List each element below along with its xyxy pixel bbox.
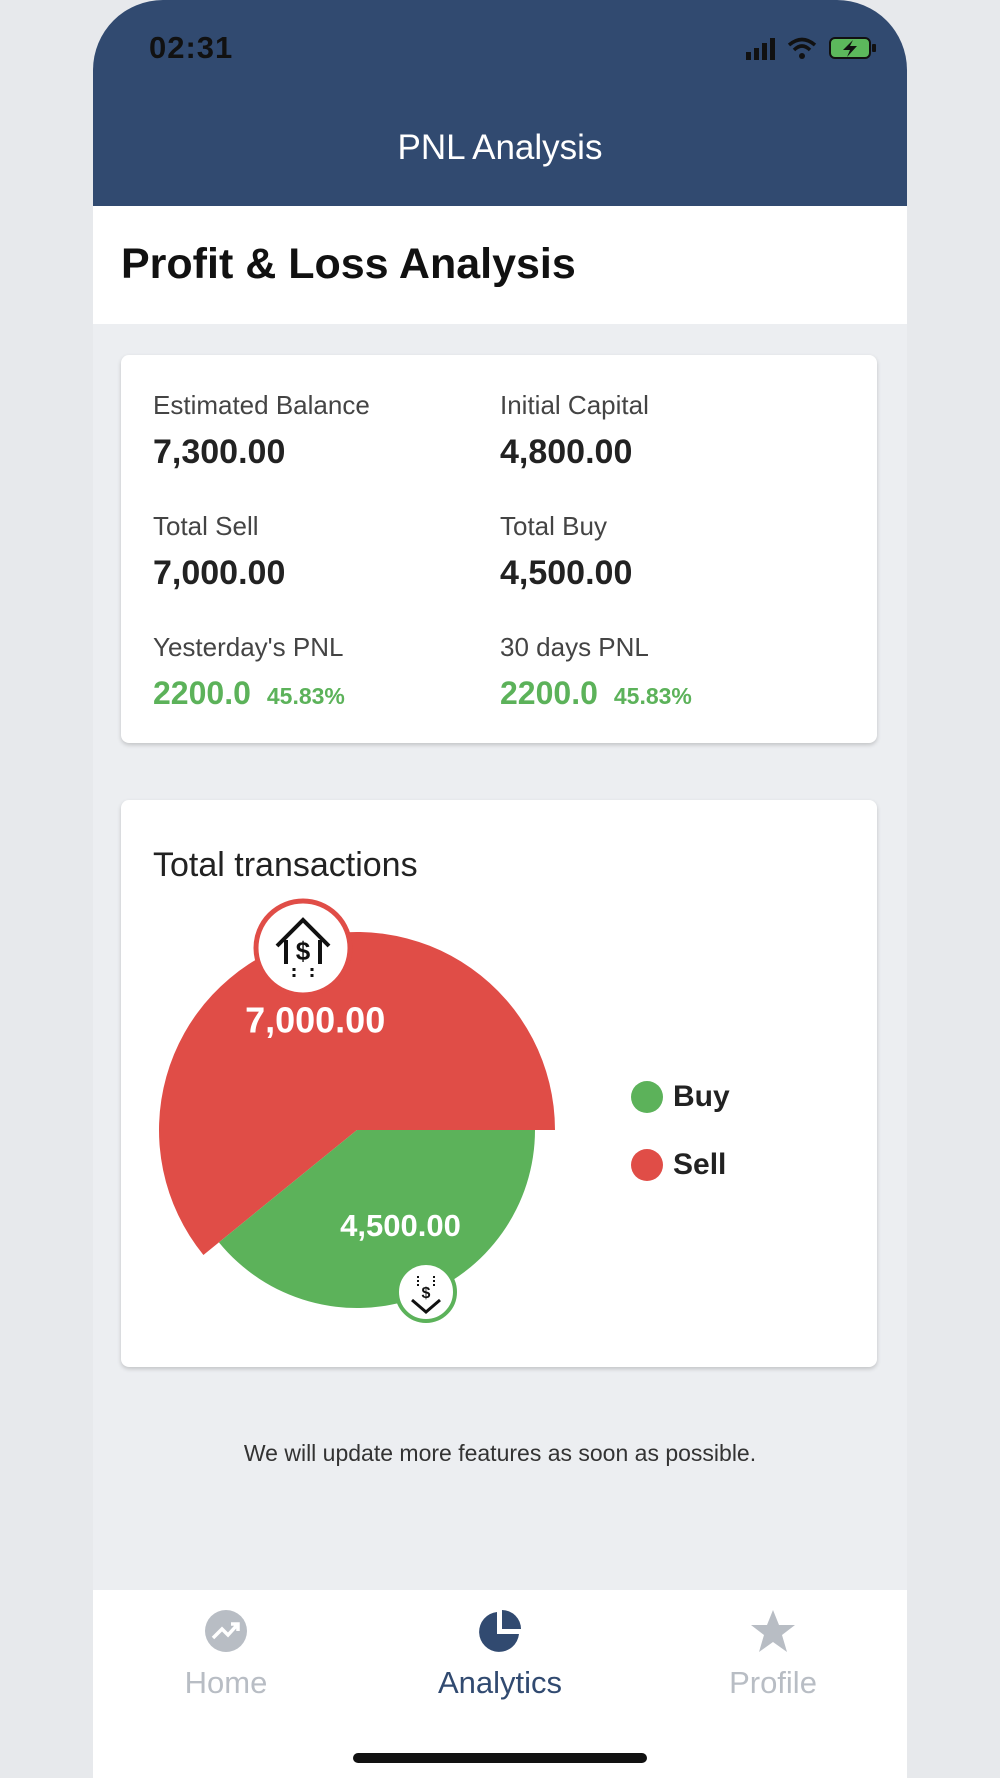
nav-label-home: Home — [184, 1665, 268, 1700]
svg-text:$: $ — [422, 1285, 431, 1302]
thirty-day-pnl-label: 30 days PNL — [500, 632, 649, 662]
money-up-icon: $ — [253, 898, 353, 998]
pie-slice-buy[interactable] — [218, 1130, 535, 1308]
pie-label-sell: 7,000.00 — [245, 999, 385, 1040]
transactions-title: Total transactions — [153, 846, 418, 884]
nav-label-analytics: Analytics — [437, 1665, 563, 1700]
pie-slice-sell[interactable] — [159, 932, 555, 1255]
svg-text:$: $ — [296, 936, 311, 966]
legend-dot-buy — [631, 1081, 663, 1113]
total-buy-label: Total Buy — [500, 511, 607, 541]
nav-item-profile[interactable]: Profile — [673, 1608, 873, 1701]
estimated-balance-label: Estimated Balance — [153, 390, 370, 420]
yesterday-pnl: Yesterday's PNL 2200.0 45.83% — [153, 632, 473, 712]
thirty-day-pnl-value: 2200.0 — [500, 675, 598, 711]
total-sell-value: 7,000.00 — [153, 554, 286, 592]
summary-card: Estimated Balance 7,300.00 Initial Capit… — [121, 355, 877, 743]
footer-note: We will update more features as soon as … — [243, 1440, 757, 1466]
thirty-day-pnl: 30 days PNL 2200.0 45.83% — [500, 632, 820, 712]
transactions-pie-chart: 7,000.00 4,500.00 $ $ — [159, 898, 555, 1323]
legend-label-buy: Buy — [673, 1080, 730, 1113]
nav-label-profile: Profile — [729, 1665, 817, 1700]
legend-dot-sell — [631, 1149, 663, 1181]
money-down-icon: $ — [395, 1261, 457, 1323]
initial-capital-value: 4,800.00 — [500, 433, 633, 471]
estimated-balance: Estimated Balance 7,300.00 — [153, 390, 473, 472]
phone-frame: 02:31 PNL Analysis Profit & Loss Analysi… — [93, 0, 907, 1778]
pie-chart-icon — [479, 1610, 521, 1652]
chart-legend: Buy Sell — [631, 1080, 730, 1216]
estimated-balance-value: 7,300.00 — [153, 433, 286, 471]
battery-icon — [829, 37, 876, 59]
status-icons — [746, 36, 877, 60]
initial-capital-label: Initial Capital — [500, 390, 649, 420]
bottom-nav: Home Analytics Profile — [93, 1590, 907, 1778]
status-time: 02:31 — [149, 30, 234, 65]
initial-capital: Initial Capital 4,800.00 — [500, 390, 820, 472]
wifi-icon — [787, 37, 817, 59]
total-sell-label: Total Sell — [153, 511, 259, 541]
yesterday-pnl-label: Yesterday's PNL — [153, 632, 344, 662]
home-indicator — [353, 1753, 647, 1763]
header-title: PNL Analysis — [397, 128, 603, 167]
total-buy: Total Buy 4,500.00 — [500, 511, 820, 593]
yesterday-pnl-percent: 45.83% — [266, 683, 345, 709]
nav-item-home[interactable]: Home — [126, 1608, 326, 1701]
trending-up-icon — [205, 1610, 247, 1652]
signal-icon — [746, 36, 775, 60]
total-sell: Total Sell 7,000.00 — [153, 511, 473, 593]
star-icon — [751, 1610, 795, 1652]
legend-item-sell: Sell — [631, 1148, 730, 1182]
legend-label-sell: Sell — [673, 1148, 727, 1181]
nav-item-analytics[interactable]: Analytics — [400, 1608, 600, 1701]
transactions-card: Total transactions 7,000.00 4,500.00 $ $ — [121, 800, 877, 1367]
app-header: 02:31 PNL Analysis — [93, 0, 907, 206]
yesterday-pnl-value: 2200.0 — [153, 675, 251, 711]
page-title: Profit & Loss Analysis — [121, 240, 576, 288]
total-buy-value: 4,500.00 — [500, 554, 633, 592]
thirty-day-pnl-percent: 45.83% — [613, 683, 692, 709]
legend-item-buy: Buy — [631, 1080, 730, 1114]
title-section: Profit & Loss Analysis — [93, 206, 907, 324]
pie-label-buy: 4,500.00 — [340, 1208, 461, 1243]
